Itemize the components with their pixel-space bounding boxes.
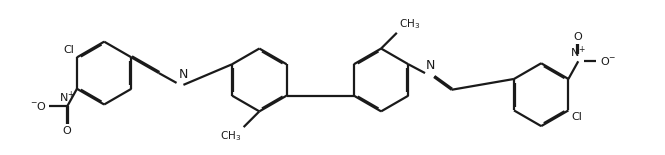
Text: CH$_3$: CH$_3$ — [220, 129, 241, 143]
Text: N: N — [178, 68, 188, 81]
Text: Cl: Cl — [571, 112, 583, 122]
Text: O$^{-}$: O$^{-}$ — [600, 55, 616, 67]
Text: CH$_3$: CH$_3$ — [399, 17, 420, 31]
Text: O: O — [574, 32, 583, 42]
Text: $^{-}$O: $^{-}$O — [31, 100, 47, 113]
Text: N$^{+}$: N$^{+}$ — [59, 90, 75, 106]
Text: N: N — [426, 59, 436, 72]
Text: Cl: Cl — [63, 45, 74, 55]
Text: N$^{+}$: N$^{+}$ — [570, 45, 587, 60]
Text: O: O — [63, 126, 72, 136]
